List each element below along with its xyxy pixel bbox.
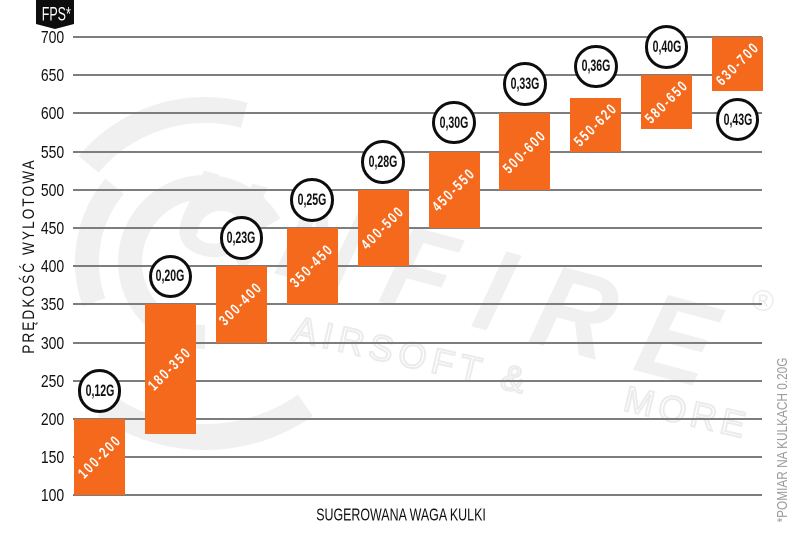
svg-text:®: ®	[752, 285, 774, 318]
svg-text:FPS*: FPS*	[42, 4, 71, 25]
